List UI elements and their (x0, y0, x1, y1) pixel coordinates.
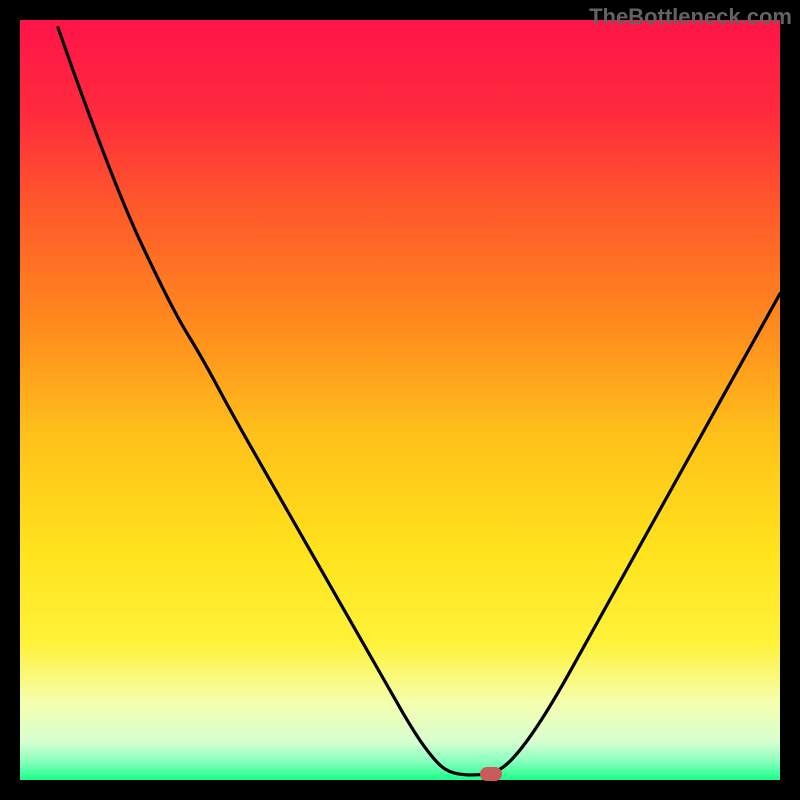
chart-container: TheBottleneck.com (0, 0, 800, 800)
attribution-label: TheBottleneck.com (589, 4, 792, 30)
chart-svg (0, 0, 800, 800)
plot-bg (20, 20, 780, 780)
optimal-marker (480, 767, 502, 781)
